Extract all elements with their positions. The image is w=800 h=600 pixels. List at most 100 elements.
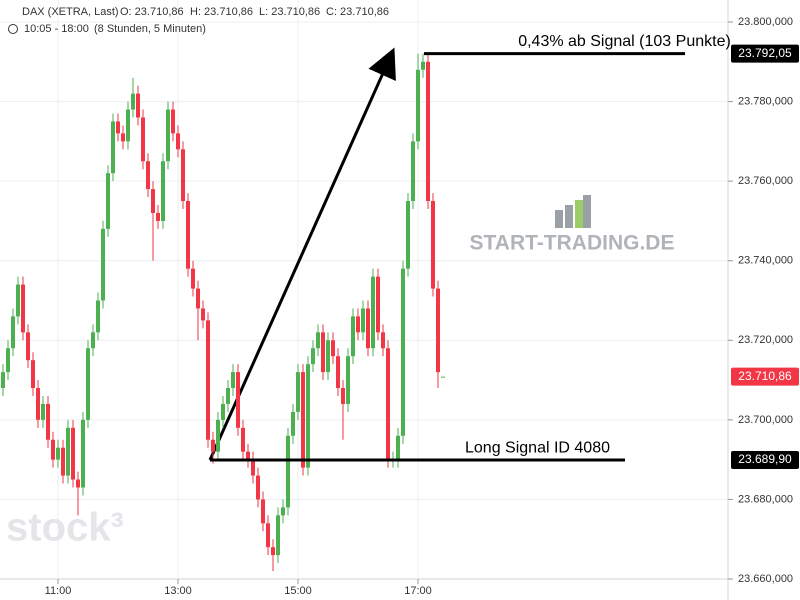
candle-body	[276, 515, 280, 556]
price-tag-label: 23.689,90	[738, 452, 792, 466]
y-tick-label: 23.680,000	[738, 493, 793, 505]
y-tick-label: 23.760,000	[738, 175, 793, 187]
clock-icon	[8, 24, 18, 34]
candle-body	[161, 161, 165, 221]
x-tick-label: 11:00	[45, 585, 72, 597]
watermark-text: START-TRADING.DE	[470, 232, 675, 255]
y-tick-label: 23.700,000	[738, 414, 793, 426]
candle-body	[231, 372, 235, 389]
candle-body	[256, 475, 260, 500]
candle-body	[41, 403, 45, 420]
candle-body	[61, 447, 65, 476]
watermark: START-TRADING.DE stock³	[6, 195, 674, 550]
candle-body	[286, 435, 290, 508]
candle-body	[121, 133, 125, 142]
candle-body	[46, 403, 50, 440]
candle-body	[346, 356, 350, 404]
candle-body	[181, 149, 185, 202]
annotation: Long Signal ID 4080	[465, 439, 610, 456]
candle-body	[206, 320, 210, 440]
candle-body	[116, 121, 120, 134]
candle-body	[336, 356, 340, 389]
ohlc: H: 23.710,86	[190, 6, 253, 18]
price-tag-label: 23.792,05	[738, 46, 792, 60]
candle-body	[316, 332, 320, 349]
candle-body	[396, 435, 400, 460]
subtitle: 10:05 - 18:00	[24, 23, 89, 35]
arrow	[208, 47, 396, 461]
candle-body	[381, 332, 385, 349]
y-tick-label: 23.800,000	[738, 16, 793, 28]
candle-body	[221, 403, 225, 420]
candle-body	[246, 451, 250, 460]
candle-body	[141, 117, 145, 162]
candle-body	[201, 308, 205, 321]
candle-body	[6, 348, 10, 373]
price-tag	[731, 367, 799, 386]
candle-body	[106, 173, 110, 229]
candle-body	[136, 93, 140, 118]
y-tick-label: 23.660,000	[738, 573, 793, 585]
candle-body	[111, 121, 115, 174]
candle-body	[401, 268, 405, 436]
candle-body	[196, 288, 200, 309]
candle-body	[311, 348, 315, 365]
candle-body	[26, 332, 30, 361]
candle-body	[271, 547, 275, 556]
candle-body	[326, 340, 330, 373]
candle-body	[266, 523, 270, 548]
ohlc: L: 23.710,86	[259, 6, 320, 18]
candle-body	[186, 201, 190, 269]
price-tag	[731, 44, 799, 63]
candle-body	[211, 439, 215, 452]
candle-body	[191, 268, 195, 289]
candle-body	[91, 332, 95, 349]
interval: (8 Stunden, 5 Minuten)	[94, 23, 206, 35]
candle-body	[321, 332, 325, 373]
candle-body	[371, 276, 375, 349]
candle-body	[406, 201, 410, 269]
candle-body	[436, 288, 440, 373]
candle-body	[251, 459, 255, 476]
candle-body	[51, 439, 55, 460]
candle-body	[1, 372, 5, 389]
candle-body	[81, 419, 85, 488]
candle-body	[171, 109, 175, 134]
candle-body	[341, 388, 345, 404]
candle-body	[356, 316, 360, 333]
candle-body	[16, 284, 20, 317]
candle-body	[441, 376, 445, 378]
candle-body	[166, 109, 170, 162]
candle-body	[36, 388, 40, 420]
candle-body	[331, 340, 335, 357]
candle-body	[361, 308, 365, 333]
candle-body	[176, 133, 180, 150]
candle-body	[216, 419, 220, 452]
x-tick-label: 13:00	[164, 585, 192, 597]
chart-title: DAX (XETRA, Last)	[22, 6, 119, 18]
candle-body	[226, 388, 230, 404]
candle-body	[291, 411, 295, 436]
candle-body	[156, 212, 160, 221]
candle-body	[241, 427, 245, 452]
candle-body	[366, 308, 370, 349]
candle-body	[376, 276, 380, 333]
candle-body	[296, 372, 300, 412]
y-tick-label: 23.780,000	[738, 95, 793, 107]
y-tick-label: 23.740,000	[738, 255, 793, 267]
candle-body	[431, 201, 435, 289]
candle-body	[21, 284, 25, 333]
candle-body	[151, 189, 155, 213]
candle-body	[351, 316, 355, 357]
grid	[0, 0, 728, 580]
candle-body	[131, 93, 135, 110]
x-tick-label: 15:00	[284, 585, 312, 597]
candle-body	[126, 109, 130, 142]
candle-body	[421, 61, 425, 70]
candle-body	[11, 316, 15, 349]
ohlc: O: 23.710,86	[120, 6, 184, 18]
candle-body	[301, 372, 305, 468]
ohlc: C: 23.710,86	[326, 6, 389, 18]
